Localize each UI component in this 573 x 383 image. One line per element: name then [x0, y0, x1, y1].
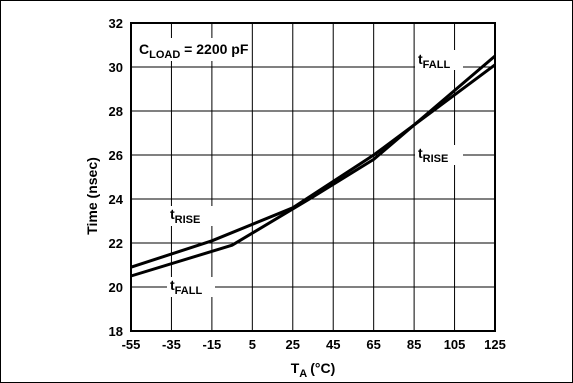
x-axis-label-unit: (°C) [310, 360, 335, 376]
series-layer [130, 54, 496, 278]
label-bg-tfall-upper [415, 50, 463, 70]
y-tick-label: 28 [109, 104, 123, 119]
condition-sub: LOAD [149, 49, 180, 61]
y-tick-label: 24 [109, 192, 124, 207]
x-tick-label: -15 [202, 337, 221, 352]
label-bg-tfall-lower [167, 277, 215, 297]
condition-label-text: CLOAD = 2200 pF [139, 41, 249, 61]
x-tick-label: 45 [326, 337, 340, 352]
series-labels: tFALL tRISE tRISE tFALL [167, 50, 463, 297]
x-tick-label: 5 [249, 337, 256, 352]
y-tick-label: 18 [109, 324, 123, 339]
x-axis-label-main: T [291, 360, 300, 376]
label-tfall-lower: tFALL [170, 277, 202, 297]
x-tick-label: 125 [484, 337, 506, 352]
y-tick-label: 22 [109, 236, 123, 251]
label-bg-trise-upper [415, 145, 463, 165]
x-tick-label: -35 [162, 337, 181, 352]
label-trise-upper: tRISE [418, 145, 448, 165]
y-tick-label: 30 [109, 60, 123, 75]
label-trise-lower: tRISE [170, 206, 200, 226]
x-tick-label: 25 [286, 337, 300, 352]
x-tick-label: 85 [407, 337, 421, 352]
x-axis-label-sub: A [299, 368, 307, 380]
condition-rest: = 2200 pF [180, 41, 249, 57]
series-line-trise [130, 63, 496, 269]
y-tick-label: 26 [109, 148, 123, 163]
condition-label: CLOAD = 2200 pF [135, 38, 251, 61]
x-axis-label: TA (°C) [291, 360, 336, 380]
label-tfall-upper: tFALL [418, 51, 450, 71]
series-line-tfall [130, 54, 496, 278]
plot-area-border [130, 22, 496, 332]
y-tick-label: 32 [109, 16, 123, 31]
x-tick-label: -55 [122, 337, 141, 352]
x-tick-label: 105 [444, 337, 466, 352]
plot-frame [130, 22, 496, 332]
x-tick-label: 65 [366, 337, 380, 352]
label-bg-trise-lower [167, 206, 215, 226]
condition-main: C [139, 41, 149, 57]
tick-labels: -55 -35 -15 5 25 45 65 85 105 125 18 20 22 24 26 28 30 32 [109, 16, 506, 352]
y-axis-label: Time (nsec) [84, 157, 100, 235]
condition-label-bg [135, 38, 251, 61]
y-tick-label: 20 [109, 280, 123, 295]
